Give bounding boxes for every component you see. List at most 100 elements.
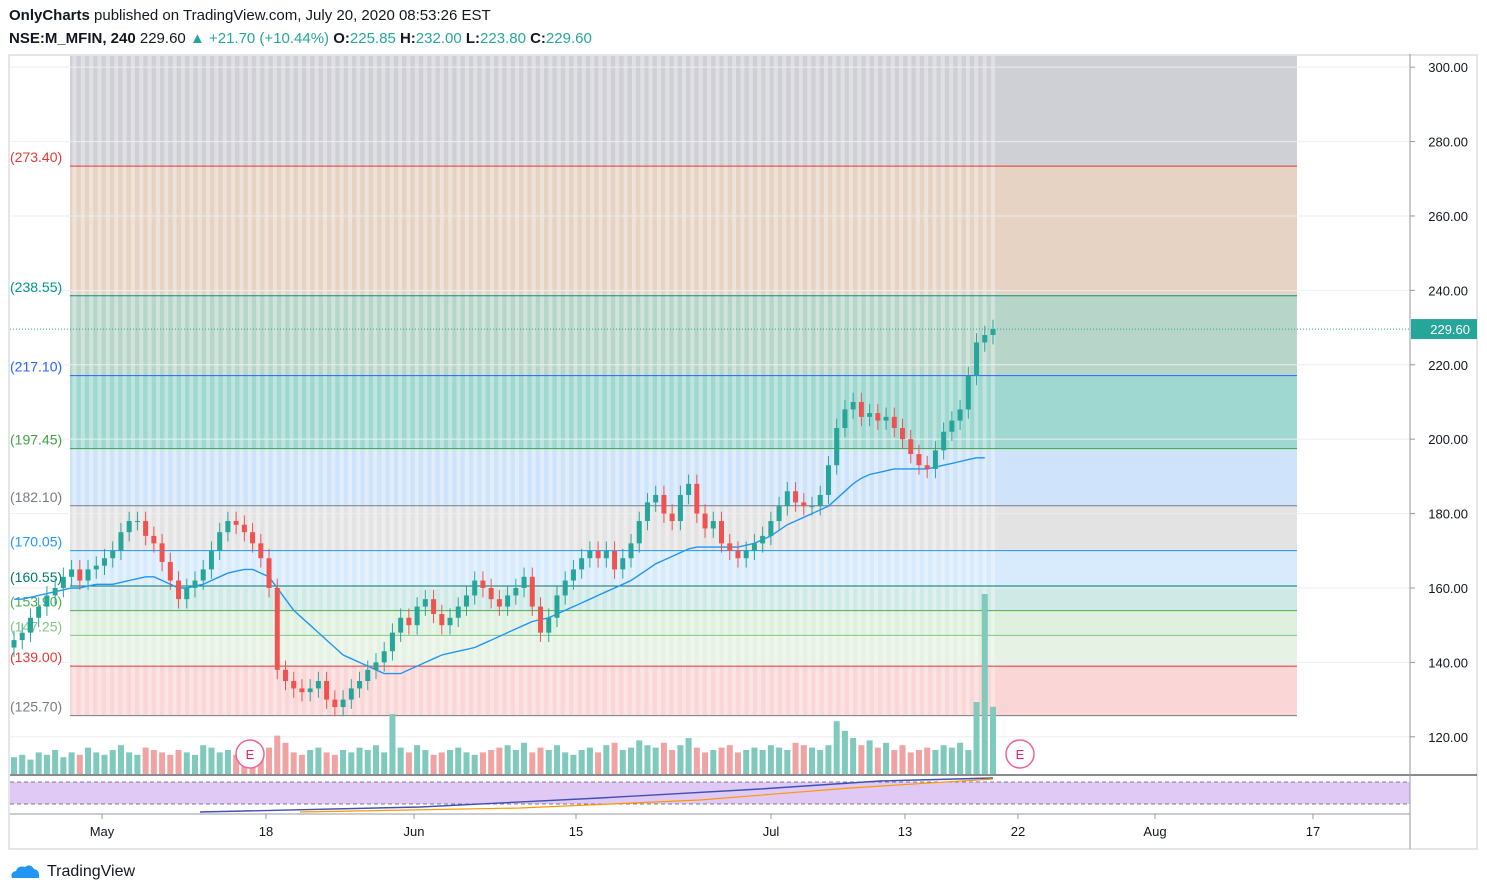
candle[interactable] — [110, 541, 116, 568]
candle[interactable] — [916, 444, 922, 475]
candle[interactable] — [900, 418, 906, 449]
candle[interactable] — [463, 586, 469, 616]
candle[interactable] — [192, 571, 198, 598]
candle[interactable] — [324, 671, 330, 709]
candle[interactable] — [77, 560, 83, 590]
candle[interactable] — [52, 578, 58, 605]
candle[interactable] — [776, 496, 782, 531]
candle[interactable] — [225, 511, 231, 542]
candle[interactable] — [982, 325, 988, 352]
candle[interactable] — [398, 608, 404, 642]
tradingview-logo[interactable]: TradingView — [8, 862, 135, 882]
candle[interactable] — [686, 474, 692, 505]
candle[interactable] — [612, 541, 618, 579]
candle[interactable] — [941, 422, 947, 460]
candle[interactable] — [167, 552, 173, 590]
candle[interactable] — [241, 515, 247, 542]
earnings-marker[interactable]: E — [235, 739, 265, 769]
candle[interactable] — [719, 511, 725, 553]
candle[interactable] — [908, 429, 914, 464]
candle[interactable] — [743, 541, 749, 568]
candle[interactable] — [883, 407, 889, 430]
candles[interactable] — [11, 319, 996, 717]
candle[interactable] — [93, 556, 99, 579]
candle[interactable] — [546, 608, 552, 642]
candle[interactable] — [990, 319, 996, 345]
candle[interactable] — [85, 560, 91, 590]
candle[interactable] — [27, 608, 33, 642]
candle[interactable] — [274, 578, 280, 680]
candle[interactable] — [677, 485, 683, 531]
candle[interactable] — [505, 586, 511, 616]
candle[interactable] — [151, 526, 157, 553]
candle[interactable] — [357, 671, 363, 698]
candle[interactable] — [455, 597, 461, 628]
candle[interactable] — [447, 608, 453, 635]
candle[interactable] — [19, 623, 25, 650]
candle[interactable] — [817, 485, 823, 516]
candle[interactable] — [653, 485, 659, 512]
candle[interactable] — [628, 534, 634, 568]
candle[interactable] — [694, 474, 700, 523]
candle[interactable] — [710, 511, 716, 538]
candle[interactable] — [702, 504, 708, 538]
candle[interactable] — [867, 403, 873, 427]
candle[interactable] — [603, 541, 609, 568]
earnings-marker[interactable]: E — [1005, 739, 1035, 769]
candle[interactable] — [118, 522, 124, 561]
candle[interactable] — [727, 534, 733, 561]
candle[interactable] — [488, 578, 494, 609]
candle[interactable] — [793, 481, 799, 512]
candle[interactable] — [126, 511, 132, 542]
candle[interactable] — [36, 597, 42, 628]
candle[interactable] — [801, 493, 807, 516]
candle[interactable] — [825, 455, 831, 505]
candle[interactable] — [250, 522, 256, 553]
candle[interactable] — [365, 660, 371, 691]
candle[interactable] — [69, 560, 75, 587]
candle[interactable] — [200, 560, 206, 590]
candle[interactable] — [291, 671, 297, 698]
author-name[interactable]: OnlyCharts — [9, 7, 90, 24]
candle[interactable] — [949, 411, 955, 442]
candle[interactable] — [809, 496, 815, 516]
candle[interactable] — [768, 511, 774, 546]
candle[interactable] — [644, 493, 650, 531]
candle[interactable] — [439, 604, 445, 635]
candle[interactable] — [134, 511, 140, 531]
candle[interactable] — [348, 679, 354, 709]
candle[interactable] — [340, 690, 346, 717]
candle[interactable] — [315, 671, 321, 698]
candle[interactable] — [521, 567, 527, 598]
candle[interactable] — [924, 455, 930, 479]
candle[interactable] — [101, 548, 107, 575]
candle[interactable] — [784, 481, 790, 516]
candle[interactable] — [414, 597, 420, 635]
candle[interactable] — [258, 534, 264, 568]
candle[interactable] — [669, 504, 675, 531]
candle[interactable] — [595, 541, 601, 568]
candle[interactable] — [858, 392, 864, 427]
candle[interactable] — [751, 534, 757, 561]
candle[interactable] — [579, 548, 585, 579]
candle[interactable] — [480, 571, 486, 598]
candle[interactable] — [554, 586, 560, 628]
candle[interactable] — [184, 578, 190, 609]
candle[interactable] — [431, 589, 437, 624]
candle[interactable] — [891, 407, 897, 438]
candle[interactable] — [60, 567, 66, 598]
candle[interactable] — [389, 623, 395, 661]
candle[interactable] — [620, 548, 626, 579]
candle[interactable] — [587, 541, 593, 568]
candle[interactable] — [842, 400, 848, 438]
candle[interactable] — [636, 511, 642, 553]
candle[interactable] — [472, 571, 478, 605]
candle[interactable] — [11, 630, 17, 657]
candle[interactable] — [562, 571, 568, 605]
candle[interactable] — [159, 534, 165, 572]
candle[interactable] — [834, 418, 840, 475]
candle[interactable] — [299, 679, 305, 702]
candle[interactable] — [974, 333, 980, 386]
